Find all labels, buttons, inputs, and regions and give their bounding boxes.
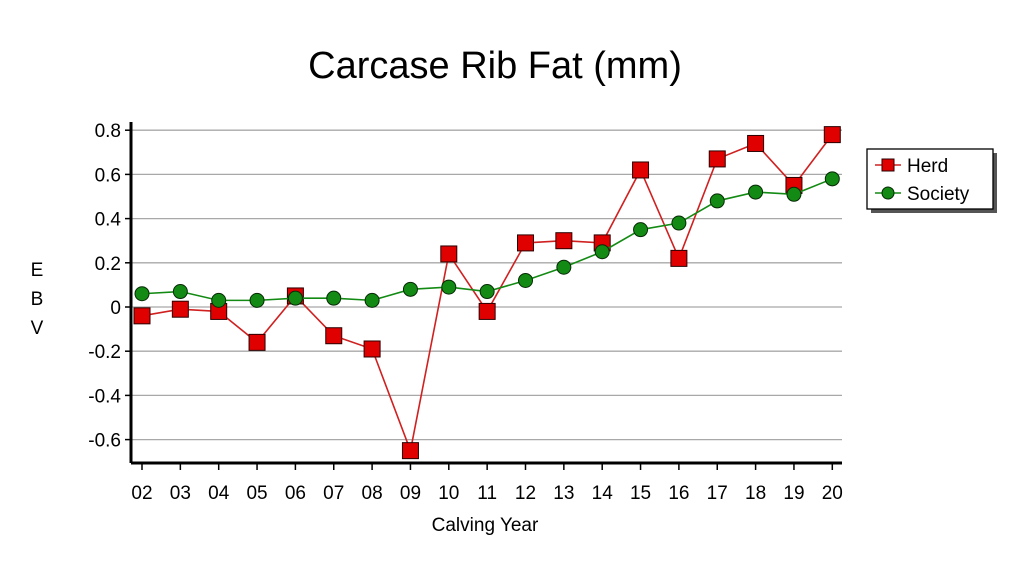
data-point-society — [326, 290, 342, 306]
data-point-herd — [708, 150, 726, 168]
data-point-society — [134, 286, 150, 302]
data-point-herd — [440, 245, 458, 263]
y-tick-label: 0.2 — [95, 254, 121, 275]
data-point-herd — [401, 442, 419, 460]
data-point-herd — [670, 249, 688, 267]
series-layer — [133, 126, 841, 460]
y-axis-label: EBV — [31, 260, 44, 339]
x-tick-label: 15 — [630, 483, 651, 504]
data-point-herd — [133, 307, 151, 325]
x-tick-label: 05 — [246, 483, 267, 504]
x-tick-label: 10 — [438, 483, 459, 504]
data-point-herd — [555, 232, 573, 250]
data-point-herd — [325, 327, 343, 345]
data-point-society — [249, 292, 265, 308]
legend-marker-square — [881, 158, 895, 172]
data-point-society — [748, 184, 764, 200]
data-point-society — [709, 193, 725, 209]
data-point-herd — [747, 134, 765, 152]
series-society — [134, 171, 840, 308]
legend-label: Herd — [907, 156, 948, 177]
legend: Herd Society — [866, 148, 997, 213]
data-point-society — [633, 222, 649, 238]
data-point-herd — [248, 333, 266, 351]
data-point-society — [518, 272, 533, 288]
y-tick-label: -0.2 — [88, 342, 121, 363]
x-tick-label: 11 — [477, 483, 497, 504]
chart-title: Carcase Rib Fat (mm) — [308, 45, 682, 87]
data-point-herd — [171, 300, 189, 318]
x-tick-label: 20 — [822, 483, 843, 504]
data-point-society — [211, 292, 227, 308]
legend-marker-circle — [881, 186, 895, 200]
x-tick-label: 02 — [131, 483, 152, 504]
x-tick-label: 14 — [592, 483, 614, 504]
y-tick-label: 0.6 — [95, 165, 121, 186]
data-point-society — [556, 259, 572, 275]
x-tick-label: 16 — [668, 483, 689, 504]
x-tick-label: 18 — [745, 483, 766, 504]
x-tick-label: 13 — [553, 483, 574, 504]
data-point-society — [671, 215, 687, 231]
data-point-herd — [478, 302, 496, 320]
y-tick-label: 0.4 — [95, 210, 122, 231]
data-point-herd — [632, 161, 650, 179]
x-tick-label: 03 — [170, 483, 191, 504]
data-point-society — [824, 171, 840, 187]
x-tick-label: 12 — [515, 483, 536, 504]
x-tick-label: 19 — [783, 483, 804, 504]
y-axis-label-letter: B — [31, 289, 44, 310]
data-point-herd — [517, 234, 534, 252]
y-tick-label: 0.8 — [95, 121, 121, 142]
data-point-society — [441, 279, 457, 295]
data-point-society — [402, 281, 418, 297]
y-axis-label-letter: V — [31, 318, 44, 339]
y-axis-label-letter: E — [31, 260, 44, 281]
data-point-society — [479, 284, 495, 300]
series-line — [141, 178, 833, 302]
y-tick-label: -0.4 — [88, 386, 121, 407]
data-point-society — [364, 292, 380, 308]
x-axis-label: Calving Year — [432, 515, 539, 536]
x-tick-label: 07 — [323, 483, 344, 504]
x-tick-label: 09 — [400, 483, 421, 504]
x-tick-label: 08 — [362, 483, 383, 504]
y-tick-label: 0 — [110, 298, 121, 319]
y-tick-label: -0.6 — [88, 431, 121, 452]
x-tick-label: 06 — [285, 483, 306, 504]
data-point-society — [786, 186, 802, 202]
data-point-herd — [823, 126, 841, 144]
x-tick-label: 04 — [208, 483, 230, 504]
axis-layer: 0.8 0.6 0.4 0.2 0 -0.2 -0.4 -0.6 02 03 04 05 06 07 08 0… — [88, 121, 843, 504]
data-point-society — [594, 244, 610, 260]
x-tick-label: 17 — [707, 483, 728, 504]
data-point-society — [287, 290, 303, 306]
legend-label: Society — [907, 184, 970, 205]
data-point-herd — [363, 340, 381, 358]
data-point-society — [172, 284, 188, 300]
